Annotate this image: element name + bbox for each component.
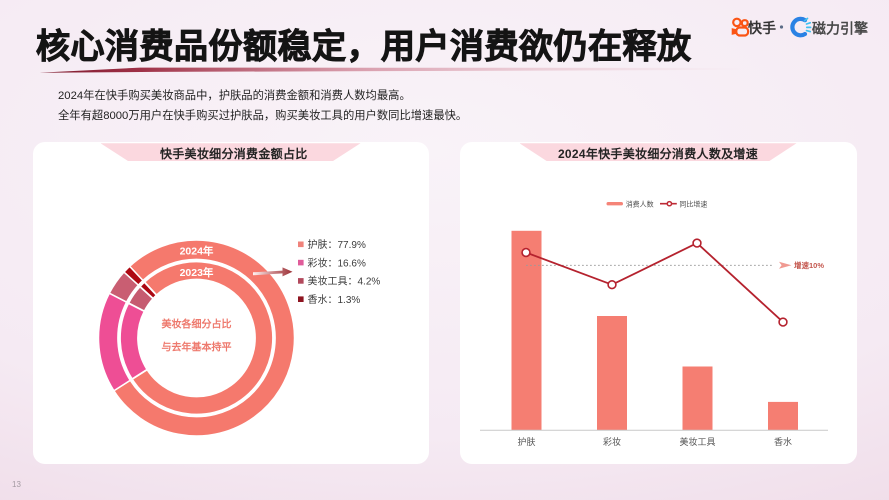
svg-text:美妆工具：4.2%: 美妆工具：4.2%	[307, 275, 380, 288]
svg-text:护肤: 护肤	[517, 436, 535, 447]
svg-text:美妆各细分占比: 美妆各细分占比	[161, 318, 231, 331]
svg-text:2024年: 2024年	[179, 245, 213, 258]
svg-text:香水：1.3%: 香水：1.3%	[307, 294, 360, 306]
svg-text:消费人数: 消费人数	[625, 199, 653, 208]
svg-text:快手: 快手	[748, 20, 776, 36]
svg-text:彩妆：16.6%: 彩妆：16.6%	[307, 256, 365, 269]
svg-text:2023年: 2023年	[179, 266, 213, 279]
svg-text:彩妆: 彩妆	[602, 436, 620, 447]
svg-text:与去年基本持平: 与去年基本持平	[161, 341, 231, 354]
svg-text:增速10%: 增速10%	[794, 260, 824, 270]
svg-text:护肤：77.9%: 护肤：77.9%	[307, 238, 365, 251]
svg-text:美妆工具: 美妆工具	[679, 436, 715, 447]
svg-text:磁力引擎: 磁力引擎	[812, 21, 868, 37]
svg-text:香水: 香水	[773, 436, 791, 447]
svg-text:同比增速: 同比增速	[679, 199, 707, 208]
